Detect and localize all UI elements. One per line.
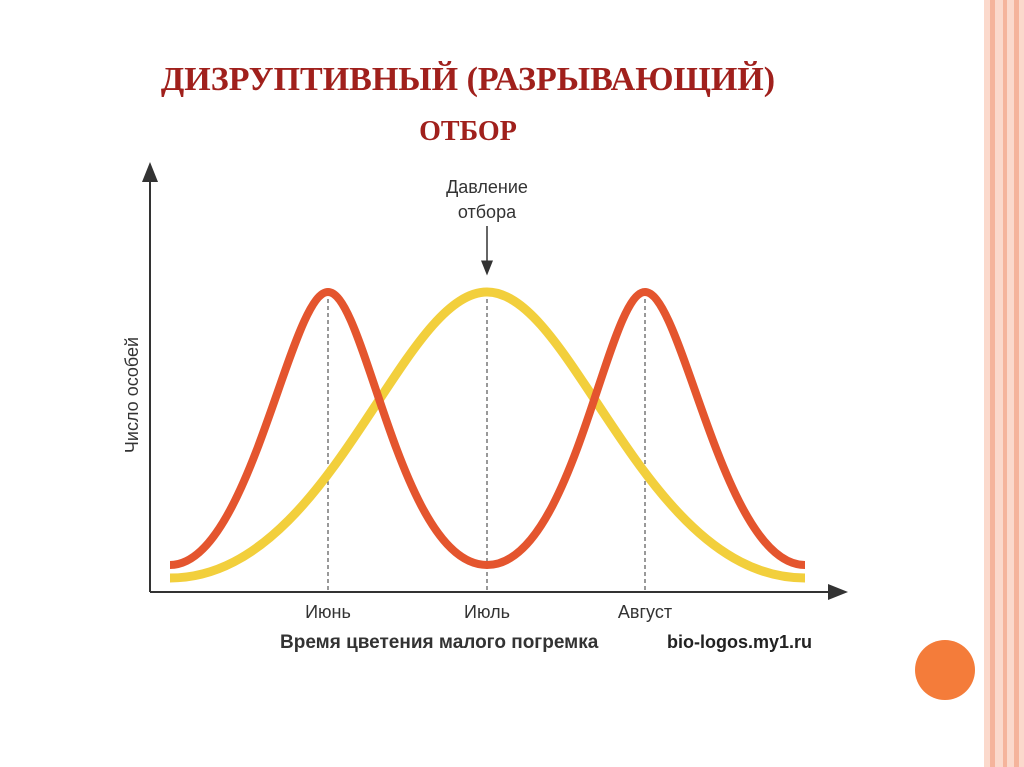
x-label: Август xyxy=(618,602,672,622)
annotation-line: Давление xyxy=(446,177,528,197)
watermark: bio-logos.my1.ru xyxy=(667,632,812,652)
title-line1: ДИЗРУПТИВНЫЙ (РАЗРЫВАЮЩИЙ) xyxy=(161,61,775,98)
x-label: Июль xyxy=(464,602,510,622)
title-line2: ОТБОР xyxy=(419,116,517,147)
x-label: Июнь xyxy=(305,602,351,622)
side-stripes xyxy=(984,0,1024,767)
decor-circle xyxy=(915,640,975,700)
guide-lines xyxy=(327,292,646,592)
x-axis-label: Время цветения малого погремка xyxy=(280,632,599,653)
annotation-line: отбора xyxy=(458,202,517,222)
original-curve xyxy=(169,287,806,583)
y-axis-label: Число особей xyxy=(122,337,142,453)
disruptive-curve xyxy=(169,287,806,570)
watermark-bg xyxy=(664,630,836,654)
